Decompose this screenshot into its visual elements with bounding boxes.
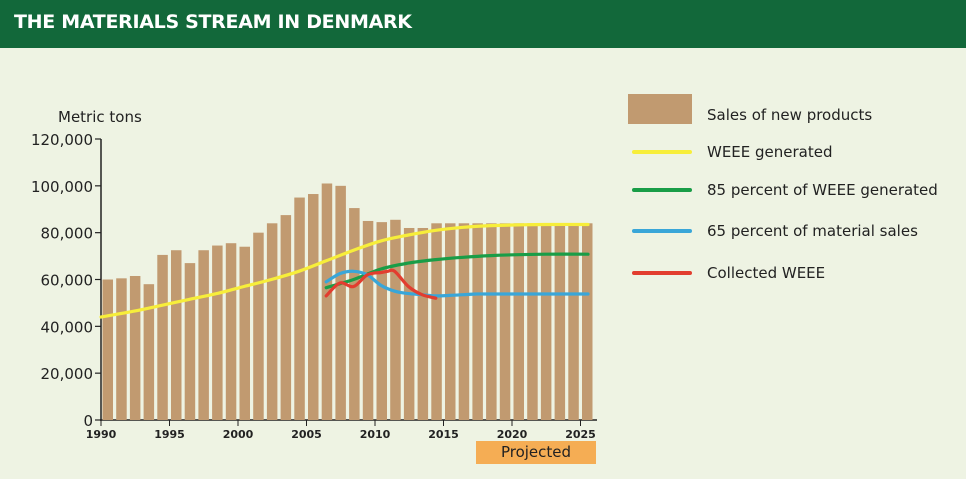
legend-swatch-sales <box>628 94 692 124</box>
x-tick-label: 2025 <box>565 428 596 441</box>
bar-sales-2023 <box>554 223 566 420</box>
y-tick-label: 0 <box>83 412 93 430</box>
legend-item-65-percent: 65 percent of material sales <box>628 217 958 247</box>
bar-sales-2008 <box>349 208 360 420</box>
bar-sales-2011 <box>390 219 401 420</box>
legend-item-sales: Sales of new products <box>628 90 958 124</box>
x-tick-label: 1995 <box>154 428 185 441</box>
bar-sales-1993 <box>143 284 155 420</box>
header-bar: THE MATERIALS STREAM IN DENMARK <box>0 0 966 48</box>
y-tick-label: 100,000 <box>31 178 93 196</box>
legend-swatch-collected <box>632 271 692 275</box>
bar-sales-1998 <box>212 245 223 420</box>
legend-item-85-percent: 85 percent of WEEE generated <box>628 174 958 204</box>
line-weee-generated <box>99 222 590 319</box>
x-tick-label: 2015 <box>428 428 459 441</box>
bar-sales-2015 <box>445 223 456 420</box>
y-axis-label: Metric tons <box>58 108 142 126</box>
bar-sales-2006 <box>321 183 333 420</box>
bar-sales-2009 <box>362 220 374 420</box>
legend-label-weee-generated: WEEE generated <box>707 143 833 161</box>
x-tick-label: 1990 <box>86 428 117 441</box>
bar-sales-2000 <box>239 246 250 420</box>
x-tick-label: 2005 <box>291 428 322 441</box>
chart-title: THE MATERIALS STREAM IN DENMARK <box>14 11 412 33</box>
bar-sales-2020 <box>513 223 524 420</box>
bar-sales-2014 <box>431 223 442 420</box>
bar-sales-2005 <box>308 194 319 420</box>
legend-item-collected: Collected WEEE <box>628 257 958 287</box>
bar-sales-2010 <box>376 222 387 420</box>
bar-sales-2001 <box>253 232 264 420</box>
y-tick-label: 20,000 <box>41 365 94 383</box>
y-tick-label: 40,000 <box>41 318 94 336</box>
x-tick-label: 2020 <box>497 428 528 441</box>
bar-sales-1995 <box>171 250 182 420</box>
bar-sales-2012 <box>403 227 415 420</box>
bar-sales-2024 <box>568 223 579 420</box>
legend-label-85-percent: 85 percent of WEEE generated <box>707 181 938 199</box>
bar-sales-2004 <box>294 197 305 420</box>
bar-sales-1999 <box>225 243 237 420</box>
legend-label-collected: Collected WEEE <box>707 264 826 282</box>
bar-sales-2007 <box>335 185 346 420</box>
legend-swatch-85-percent <box>632 188 692 192</box>
bar-sales-2022 <box>540 223 552 420</box>
legend-label-65-percent: 65 percent of material sales <box>707 222 918 240</box>
bar-sales-2019 <box>499 223 511 420</box>
bar-sales-2003 <box>280 215 292 420</box>
bar-sales-1997 <box>198 250 209 420</box>
line-collected-weee <box>324 268 438 300</box>
bar-sales-2002 <box>266 223 278 420</box>
bar-sales-2017 <box>472 223 483 420</box>
x-tick-label: 2000 <box>223 428 254 441</box>
y-tick-label: 60,000 <box>41 272 94 290</box>
bar-sales-2013 <box>417 227 429 420</box>
bar-sales-1996 <box>184 263 196 420</box>
bar-sales-2021 <box>527 223 538 420</box>
bar-sales-1992 <box>129 275 141 420</box>
bar-sales-2025 <box>582 223 593 420</box>
projected-label: Projected <box>500 443 572 461</box>
bar-sales-1994 <box>157 254 168 420</box>
legend-swatch-65-percent <box>632 229 692 233</box>
bar-sales-2016 <box>458 223 470 420</box>
projected-band: Projected <box>476 441 596 464</box>
y-tick-label: 120,000 <box>31 131 93 149</box>
legend-swatch-weee-generated <box>632 150 692 154</box>
y-tick-label: 80,000 <box>41 225 94 243</box>
x-tick-label: 2010 <box>360 428 391 441</box>
legend-label-sales: Sales of new products <box>707 106 873 124</box>
bar-sales-2018 <box>486 223 497 420</box>
bar-sales-1990 <box>102 279 113 420</box>
bar-sales-1991 <box>116 278 127 420</box>
legend-item-weee-generated: WEEE generated <box>628 134 958 164</box>
